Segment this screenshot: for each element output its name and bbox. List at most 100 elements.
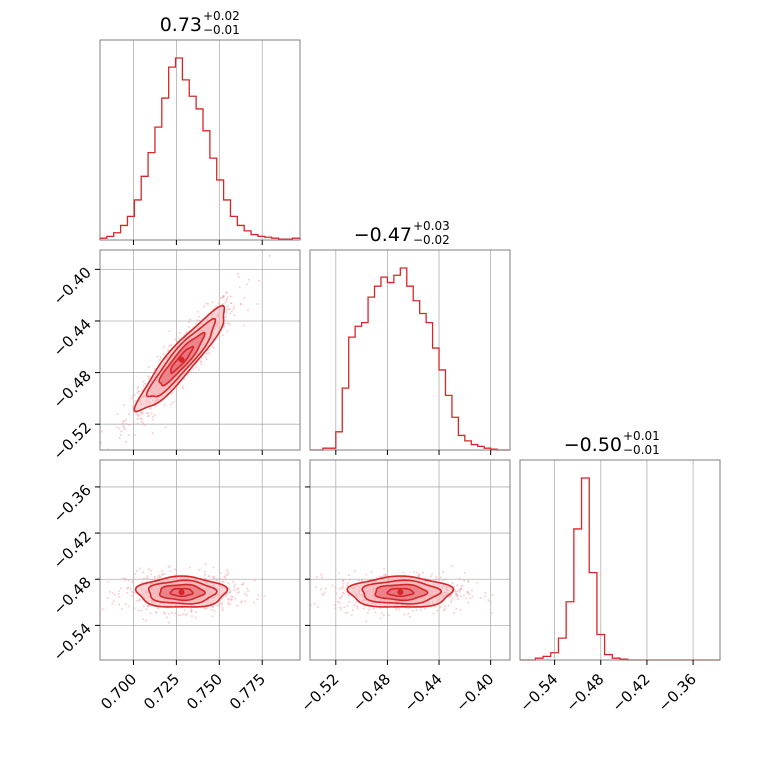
pair-plot-1-2	[310, 565, 494, 623]
histogram-step-2	[520, 477, 720, 661]
scatter-point	[450, 601, 453, 604]
panel-frame	[99, 249, 301, 451]
scatter-point	[158, 576, 161, 579]
scatter-point	[208, 575, 211, 578]
scatter-point	[122, 404, 125, 407]
scatter-point	[243, 593, 246, 596]
scatter-point	[320, 573, 323, 576]
scatter-point	[236, 272, 239, 275]
scatter-point	[198, 568, 201, 571]
scatter-point	[257, 594, 260, 597]
scatter-point	[148, 568, 151, 571]
scatter-point	[362, 607, 365, 610]
scatter-point	[101, 608, 104, 611]
scatter-point	[216, 604, 219, 607]
scatter-point	[204, 563, 207, 566]
scatter-point	[228, 308, 231, 311]
scatter-point	[353, 604, 356, 607]
scatter-point	[365, 573, 368, 576]
scatter-point	[219, 297, 222, 300]
scatter-point	[233, 585, 236, 588]
param-err-minus-0: −0.01	[203, 23, 240, 37]
scatter-point	[230, 598, 233, 601]
param-title-1: −0.47	[354, 224, 412, 246]
scatter-point	[184, 609, 187, 612]
scatter-point	[334, 586, 337, 589]
scatter-point	[145, 576, 148, 579]
scatter-point	[469, 596, 472, 599]
scatter-point	[226, 598, 229, 601]
scatter-point	[167, 621, 170, 624]
scatter-point	[210, 608, 213, 611]
scatter-point	[458, 577, 461, 580]
panel-frame	[309, 249, 511, 451]
hist-grid-1	[335, 250, 492, 450]
scatter-point	[204, 573, 207, 576]
pair-plot-0-1	[100, 254, 271, 450]
scatter-point	[190, 610, 193, 613]
panel-frame	[99, 39, 301, 241]
scatter-point	[229, 602, 232, 605]
pair-plot-0-2	[101, 563, 266, 624]
scatter-point	[142, 380, 145, 383]
scatter-point	[491, 593, 494, 596]
scatter-point	[153, 413, 156, 416]
scatter-point	[211, 615, 214, 618]
scatter-point	[132, 411, 135, 414]
y-tick-label: −0.36	[50, 481, 95, 526]
x-tick-label: −0.42	[609, 670, 654, 715]
panel-frame	[519, 459, 721, 661]
scatter-point	[365, 620, 368, 623]
scatter-point	[323, 591, 326, 594]
scatter-point	[221, 334, 224, 337]
param-err-minus-2: −0.01	[623, 443, 660, 457]
x-tick-label: 0.775	[226, 670, 269, 713]
scatter-point	[116, 413, 119, 416]
param-err-minus-1: −0.02	[413, 233, 450, 247]
scatter-point	[225, 308, 228, 311]
scatter-point	[205, 302, 208, 305]
scatter-point	[156, 355, 159, 358]
scatter-point	[226, 573, 229, 576]
scatter-point	[384, 574, 387, 577]
scatter-point	[370, 570, 373, 573]
scatter-point	[189, 318, 192, 321]
scatter-point	[128, 586, 131, 589]
scatter-point	[435, 578, 438, 581]
scatter-point	[169, 570, 172, 573]
scatter-point	[244, 600, 247, 603]
scatter-point	[146, 415, 149, 418]
scatter-point	[340, 586, 343, 589]
scatter-point	[177, 614, 180, 617]
scatter-point	[256, 303, 259, 306]
scatter-point	[225, 311, 228, 314]
histogram-step-0	[99, 57, 301, 240]
scatter-point	[465, 597, 468, 600]
scatter-point	[195, 610, 198, 613]
scatter-point	[421, 571, 424, 574]
scatter-point	[456, 594, 459, 597]
scatter-point	[334, 607, 337, 610]
x-tick-label: −0.48	[349, 670, 394, 715]
scatter-point	[225, 297, 228, 300]
scatter-point	[224, 301, 227, 304]
scatter-point	[238, 591, 241, 594]
scatter-point	[447, 595, 450, 598]
scatter-point	[145, 619, 148, 622]
scatter-point	[160, 570, 163, 573]
scatter-point	[122, 577, 125, 580]
scatter-point	[142, 605, 145, 608]
scatter-point	[461, 584, 464, 587]
scatter-point	[140, 411, 143, 414]
scatter-point	[189, 371, 192, 374]
scatter-point	[453, 585, 456, 588]
scatter-point	[165, 616, 168, 619]
scatter-point	[231, 595, 234, 598]
scatter-point	[127, 413, 130, 416]
scatter-point	[431, 573, 434, 576]
scatter-point	[225, 291, 228, 294]
scatter-point	[196, 319, 199, 322]
scatter-point	[398, 608, 401, 611]
scatter-point	[243, 324, 246, 327]
